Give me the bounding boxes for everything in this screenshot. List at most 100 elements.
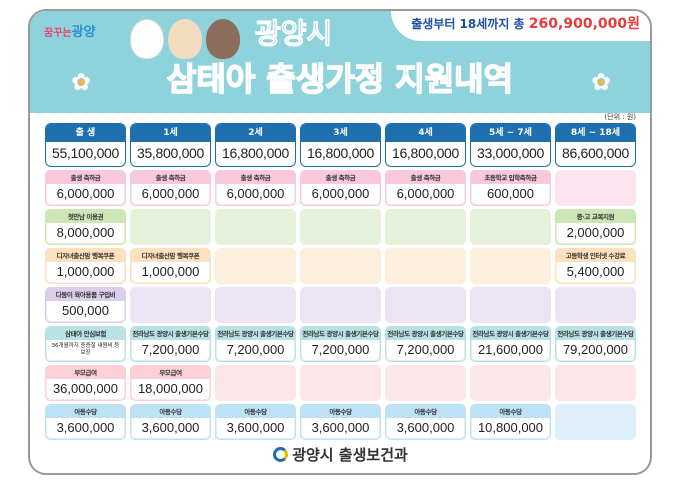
empty-cell <box>470 248 551 284</box>
city-logo: 꿈꾸는광양 <box>44 21 96 40</box>
benefit-label: 전라남도 광양시 출생기본수당 <box>556 327 635 340</box>
benefit-cell: 출생 축하금 6,000,000 <box>130 170 211 206</box>
benefit-value: 7,200,000 <box>302 340 379 360</box>
benefit-label: 아동수당 <box>46 405 125 418</box>
benefit-value: 18,000,000 <box>132 379 209 399</box>
empty-cell <box>555 404 636 440</box>
age-column-header: 8세 ~ 18세 86,600,000 <box>555 123 636 167</box>
benefit-label: 아동수당 <box>471 405 550 418</box>
bunny-illustration <box>168 19 202 59</box>
benefit-label: 출생 축하금 <box>131 171 210 184</box>
empty-cell <box>300 209 381 245</box>
total-prefix: 출생부터 18세까지 총 <box>411 17 525 31</box>
benefit-value: 1,000,000 <box>132 262 209 282</box>
benefit-label: 부모급여 <box>46 366 125 379</box>
benefit-cell: 아동수당 3,600,000 <box>45 404 126 440</box>
benefit-row: 아동수당 3,600,000 아동수당 3,600,000 아동수당 3,600,000 아… <box>45 404 636 440</box>
benefit-label: 초등학교 입학축하금 <box>471 171 550 184</box>
empty-cell <box>300 248 381 284</box>
flower-icon: ✿ <box>70 68 92 96</box>
footer-text: 광양시 출생보건과 <box>292 446 408 464</box>
benefit-cell: 전라남도 광양시 출생기본수당 7,200,000 <box>215 326 296 362</box>
benefit-cell: 출생 축하금 6,000,000 <box>215 170 296 206</box>
age-column-header: 5세 ~ 7세 33,000,000 <box>470 123 551 167</box>
benefit-label: 삼태아 안심보험 <box>46 327 125 340</box>
benefit-label: 출생 축하금 <box>301 171 380 184</box>
benefit-cell: 디자녀출산맘 행복쿠폰 1,000,000 <box>130 248 211 284</box>
benefit-value: 6,000,000 <box>302 184 379 204</box>
empty-cell <box>215 287 296 323</box>
benefit-cell: 전라남도 광양시 출생기본수당 7,200,000 <box>300 326 381 362</box>
benefit-value: 500,000 <box>47 301 124 321</box>
benefit-value: 7,200,000 <box>132 340 209 360</box>
age-column-header: 출 생 55,100,000 <box>45 123 126 167</box>
benefit-cell: 초등학교 입학축하금 600,000 <box>470 170 551 206</box>
benefit-value: 6,000,000 <box>132 184 209 204</box>
benefit-value: 5,400,000 <box>557 262 634 282</box>
age-label: 2세 <box>216 124 295 142</box>
benefit-cell: 출생 축하금 6,000,000 <box>385 170 466 206</box>
benefit-value: 3,600,000 <box>132 418 209 438</box>
benefit-cell: 출생 축하금 6,000,000 <box>45 170 126 206</box>
benefit-cell: 출생 축하금 6,000,000 <box>300 170 381 206</box>
age-total: 16,800,000 <box>306 145 375 161</box>
benefit-value: 600,000 <box>472 184 549 204</box>
empty-cell <box>385 365 466 401</box>
benefit-label: 전라남도 광양시 출생기본수당 <box>301 327 380 340</box>
benefit-label: 출생 축하금 <box>216 171 295 184</box>
empty-cell <box>300 287 381 323</box>
scallop-border <box>30 105 650 121</box>
benefit-cell: 첫만남 이용권 8,000,000 <box>45 209 126 245</box>
benefit-value: 6,000,000 <box>217 184 294 204</box>
bunny-illustration <box>206 19 240 59</box>
age-header-row: 출 생 55,100,000 1세 35,800,000 2세 16,800,000 3세 1… <box>45 123 636 167</box>
benefit-value: 10,800,000 <box>472 418 549 438</box>
age-total: 55,100,000 <box>51 145 120 161</box>
benefit-label: 전라남도 광양시 출생기본수당 <box>216 327 295 340</box>
benefit-label: 아동수당 <box>386 405 465 418</box>
empty-cell <box>385 209 466 245</box>
benefit-row: 다둥이 육아용품 구입비 500,000 <box>45 287 636 323</box>
benefit-label: 출생 축하금 <box>46 171 125 184</box>
benefit-row: 디자녀출산맘 행복쿠폰 1,000,000 디자녀출산맘 행복쿠폰 1,000,000… <box>45 248 636 284</box>
total-amount: 260,900,000원 <box>528 16 640 32</box>
empty-cell <box>555 287 636 323</box>
benefit-label: 부모급여 <box>131 366 210 379</box>
benefit-label: 다둥이 육아용품 구입비 <box>46 288 125 301</box>
age-column-header: 3세 16,800,000 <box>300 123 381 167</box>
benefit-label: 전라남도 광양시 출생기본수당 <box>386 327 465 340</box>
benefit-label: 전라남도 광양시 출생기본수당 <box>471 327 550 340</box>
unit-label: (단위 : 원) <box>604 113 636 121</box>
benefit-value: 6,000,000 <box>387 184 464 204</box>
age-total: 33,000,000 <box>476 145 545 161</box>
age-label: 출 생 <box>46 124 125 142</box>
benefit-value: 6,000,000 <box>47 184 124 204</box>
empty-cell <box>130 209 211 245</box>
department-logo-icon <box>273 447 289 462</box>
flower-icon: ✿ <box>590 68 612 96</box>
benefit-rows: 출생 축하금 6,000,000 출생 축하금 6,000,000 출생 축하금 6,00… <box>45 170 636 440</box>
age-label: 3세 <box>301 124 380 142</box>
benefit-label: 출생 축하금 <box>386 171 465 184</box>
footer: 광양시 출생보건과 <box>45 445 636 465</box>
benefit-table: 출 생 55,100,000 1세 35,800,000 2세 16,800,000 3세 1… <box>45 123 636 465</box>
benefit-cell: 디자녀출산맘 행복쿠폰 1,000,000 <box>45 248 126 284</box>
page-title: 삼태아 출생가정 지원내역 <box>30 59 650 99</box>
age-total: 16,800,000 <box>391 145 460 161</box>
benefit-value: 79,200,000 <box>557 340 634 360</box>
benefit-label: 디자녀출산맘 행복쿠폰 <box>131 249 210 262</box>
benefit-cell: 다둥이 육아용품 구입비 500,000 <box>45 287 126 323</box>
benefit-label: 아동수당 <box>301 405 380 418</box>
benefit-label: 아동수당 <box>131 405 210 418</box>
age-label: 5세 ~ 7세 <box>471 124 550 142</box>
benefit-label: 고등학생 인터넷 수강료 <box>556 249 635 262</box>
empty-cell <box>470 287 551 323</box>
benefit-value: 1,000,000 <box>47 262 124 282</box>
title-pink: 삼태아 <box>166 59 256 99</box>
total-bubble: 출생부터 18세까지 총 260,900,000원 <box>391 11 650 41</box>
age-total: 35,800,000 <box>136 145 205 161</box>
benefit-value: 3,600,000 <box>302 418 379 438</box>
benefit-cell: 아동수당 3,600,000 <box>130 404 211 440</box>
benefit-row: 삼태아 안심보험 36개월까지 중증질 내원비 등 보장 전라남도 광양시 출생기본… <box>45 326 636 362</box>
benefit-value: 3,600,000 <box>47 418 124 438</box>
